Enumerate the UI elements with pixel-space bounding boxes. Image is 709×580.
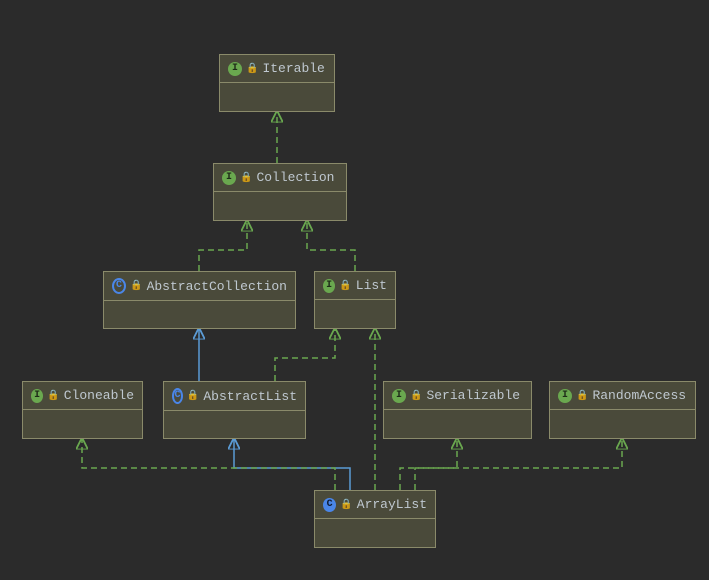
node-header: I 🔒 List [315,272,395,300]
lock-icon: 🔒 [410,390,422,402]
node-label: List [356,278,387,293]
edge-arraylist-to-abstractlist [234,439,350,490]
node-label: AbstractCollection [147,279,287,294]
lock-icon: 🔒 [47,390,59,402]
lock-icon: 🔒 [246,63,258,75]
node-cloneable[interactable]: I 🔒 Cloneable [22,381,143,439]
node-label: RandomAccess [592,388,686,403]
edge-list-to-collection [307,221,355,271]
node-header: I 🔒 Serializable [384,382,531,410]
node-body [214,192,346,220]
node-serializable[interactable]: I 🔒 Serializable [383,381,532,439]
lock-icon: 🔒 [187,390,199,402]
node-arraylist[interactable]: C 🔒 ArrayList [314,490,436,548]
lock-icon: 🔒 [130,280,142,292]
node-body [550,410,695,438]
interface-badge-icon: I [323,279,335,293]
node-list[interactable]: I 🔒 List [314,271,396,329]
node-abstractlist[interactable]: C 🔒 AbstractList [163,381,306,439]
interface-badge-icon: I [31,389,43,403]
interface-badge-icon: I [222,171,236,185]
lock-icon: 🔒 [576,390,588,402]
node-collection[interactable]: I 🔒 Collection [213,163,347,221]
edge-abstractcollection-to-collection [199,221,247,271]
edge-arraylist-to-cloneable [82,439,335,490]
node-abstractcollection[interactable]: C 🔒 AbstractCollection [103,271,296,329]
lock-icon: 🔒 [339,280,351,292]
edge-arraylist-to-serializable [400,439,457,490]
node-header: I 🔒 RandomAccess [550,382,695,410]
diagram-canvas: I 🔒 Iterable I 🔒 Collection C 🔒 AbstractCollecti… [0,0,709,580]
node-header: C 🔒 AbstractCollection [104,272,295,301]
abstract-class-badge-icon: C [172,388,183,404]
node-randomaccess[interactable]: I 🔒 RandomAccess [549,381,696,439]
node-label: AbstractList [203,389,297,404]
node-header: I 🔒 Cloneable [23,382,142,410]
node-body [23,410,142,438]
node-iterable[interactable]: I 🔒 Iterable [219,54,335,112]
lock-icon: 🔒 [240,172,252,184]
interface-badge-icon: I [228,62,242,76]
node-label: Collection [256,170,334,185]
node-label: Cloneable [64,388,134,403]
node-body [384,410,531,438]
node-label: Iterable [262,61,324,76]
node-header: I 🔒 Collection [214,164,346,192]
interface-badge-icon: I [558,389,572,403]
node-body [164,411,305,438]
class-badge-icon: C [323,498,336,512]
node-body [315,519,435,547]
node-body [220,83,334,111]
node-body [315,300,395,328]
interface-badge-icon: I [392,389,406,403]
abstract-class-badge-icon: C [112,278,126,294]
lock-icon: 🔒 [340,499,352,511]
edge-arraylist-to-randomaccess [415,439,622,490]
node-header: C 🔒 ArrayList [315,491,435,519]
node-label: Serializable [426,388,520,403]
node-header: C 🔒 AbstractList [164,382,305,411]
node-label: ArrayList [357,497,427,512]
node-body [104,301,295,328]
node-header: I 🔒 Iterable [220,55,334,83]
edge-abstractlist-to-list [275,329,335,381]
